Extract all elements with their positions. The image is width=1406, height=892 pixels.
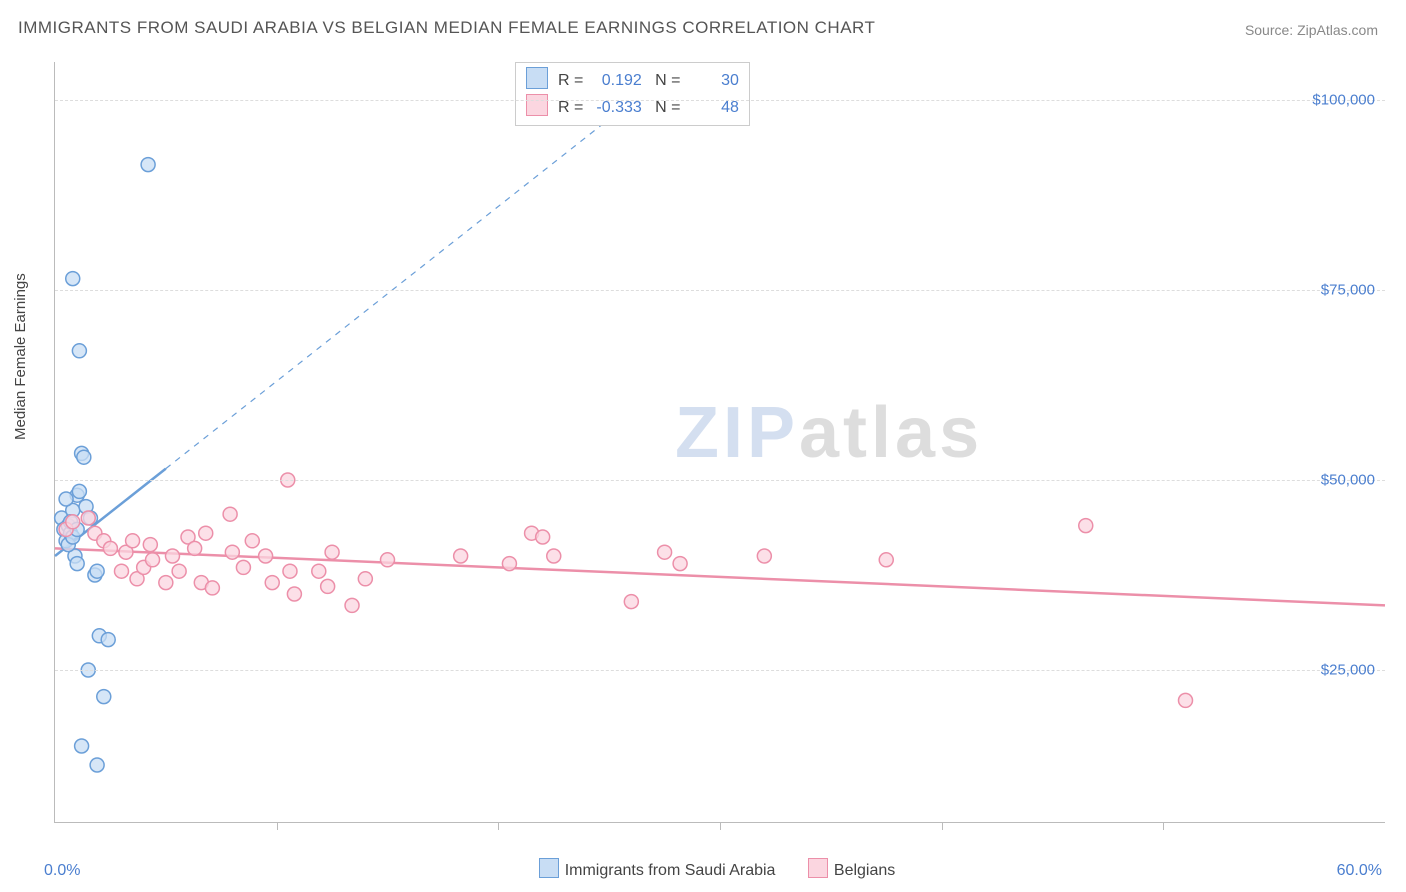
gridline [55, 100, 1385, 101]
data-point [547, 549, 561, 563]
data-point [381, 553, 395, 567]
data-point [502, 557, 516, 571]
data-point [1179, 693, 1193, 707]
data-point [536, 530, 550, 544]
stats-row: R = -0.333 N = 48 [526, 94, 739, 121]
data-point [115, 564, 129, 578]
data-point [90, 564, 104, 578]
data-point [312, 564, 326, 578]
y-tick-label: $25,000 [1321, 662, 1375, 679]
x-tick [498, 822, 499, 830]
stats-row: R = 0.192 N = 30 [526, 67, 739, 94]
gridline [55, 480, 1385, 481]
data-point [77, 450, 91, 464]
x-tick [720, 822, 721, 830]
y-tick-label: $50,000 [1321, 472, 1375, 489]
x-tick [277, 822, 278, 830]
y-axis-title: Median Female Earnings [12, 273, 29, 440]
correlation-stats-box: R = 0.192 N = 30R = -0.333 N = 48 [515, 62, 750, 126]
legend-label-belgian: Belgians [834, 862, 895, 879]
data-point [90, 758, 104, 772]
data-point [225, 545, 239, 559]
plot-area: ZIPatlas R = 0.192 N = 30R = -0.333 N = … [54, 62, 1385, 823]
data-point [172, 564, 186, 578]
y-tick-label: $75,000 [1321, 282, 1375, 299]
data-point [103, 541, 117, 555]
data-point [259, 549, 273, 563]
data-point [59, 492, 73, 506]
data-point [97, 690, 111, 704]
scatter-svg [55, 62, 1385, 822]
data-point [143, 538, 157, 552]
data-point [66, 515, 80, 529]
data-point [265, 576, 279, 590]
data-point [205, 581, 219, 595]
gridline [55, 290, 1385, 291]
data-point [236, 560, 250, 574]
data-point [345, 598, 359, 612]
data-point [101, 633, 115, 647]
data-point [245, 534, 259, 548]
data-point [188, 541, 202, 555]
data-point [454, 549, 468, 563]
data-point [126, 534, 140, 548]
source-label: Source: ZipAtlas.com [1245, 22, 1378, 38]
data-point [199, 526, 213, 540]
data-point [81, 511, 95, 525]
data-point [673, 557, 687, 571]
x-tick [1163, 822, 1164, 830]
y-tick-label: $100,000 [1312, 92, 1375, 109]
data-point [223, 507, 237, 521]
data-point [141, 158, 155, 172]
data-point [358, 572, 372, 586]
data-point [159, 576, 173, 590]
data-point [146, 553, 160, 567]
data-point [72, 484, 86, 498]
legend: Immigrants from Saudi Arabia Belgians [0, 858, 1406, 880]
data-point [757, 549, 771, 563]
data-point [70, 557, 84, 571]
data-point [165, 549, 179, 563]
data-point [658, 545, 672, 559]
data-point [879, 553, 893, 567]
legend-swatch-belgian [808, 858, 828, 878]
page-title: IMMIGRANTS FROM SAUDI ARABIA VS BELGIAN … [18, 18, 875, 38]
legend-swatch-saudi [539, 858, 559, 878]
x-tick [942, 822, 943, 830]
legend-label-saudi: Immigrants from Saudi Arabia [565, 862, 776, 879]
data-point [1079, 519, 1093, 533]
data-point [624, 595, 638, 609]
data-point [75, 739, 89, 753]
data-point [287, 587, 301, 601]
data-point [283, 564, 297, 578]
data-point [321, 579, 335, 593]
data-point [66, 272, 80, 286]
data-point [72, 344, 86, 358]
gridline [55, 670, 1385, 671]
data-point [325, 545, 339, 559]
